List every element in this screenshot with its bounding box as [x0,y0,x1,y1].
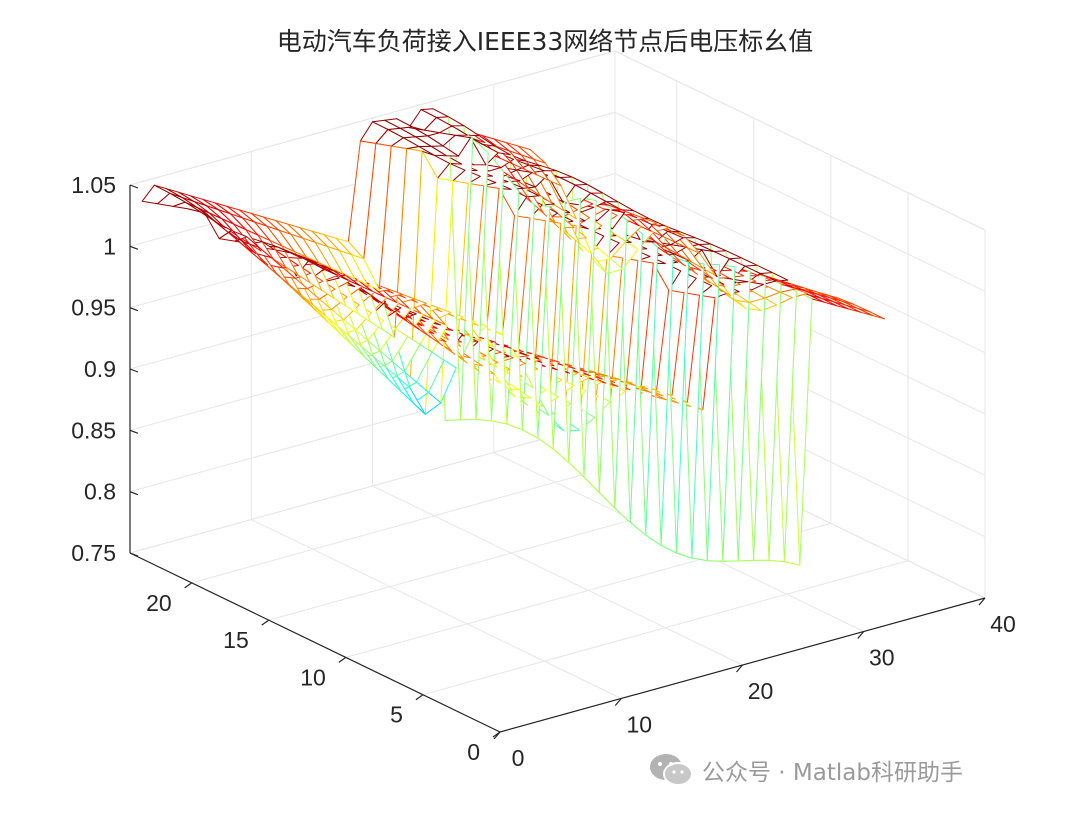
y-tick-label: 20 [146,590,172,616]
z-tick-label: 0.95 [71,295,116,321]
grid-line-z [129,111,986,292]
x-tick-label: 20 [748,678,774,704]
z-tick-mark [129,307,139,312]
x-tick-mark [614,698,622,706]
y-tick-mark [415,694,424,701]
x-tick-label: 10 [626,712,652,738]
z-tick-mark [129,552,139,557]
z-tick-label: 0.8 [84,479,116,505]
y-axis-line [129,552,501,733]
z-tick-mark [129,429,139,434]
y-tick-label: 0 [467,739,480,765]
y-tick-label: 10 [300,664,326,690]
x-tick-mark [857,631,865,639]
z-tick-mark [129,491,139,496]
z-tick-mark [129,184,139,189]
y-tick-mark [261,619,270,626]
z-tick-label: 1 [103,233,116,259]
y-tick-mark [184,582,193,589]
y-tick-mark [492,731,501,738]
wechat-icon [650,754,693,786]
chart-title: 电动汽车负荷接入IEEE33网络节点后电压标幺值 [277,27,814,56]
z-tick-mark [129,368,139,373]
y-tick-label: 15 [223,627,249,653]
z-tick-label: 0.75 [71,540,116,566]
x-tick-label: 0 [512,745,525,771]
voltage-mesh-surface [141,108,886,566]
x-tick-mark [978,597,986,606]
watermark: 公众号 · Matlab科研助手 [648,752,963,788]
z-tick-mark [129,245,139,250]
chart-axes: 0 10 20 30 40 0 5 10 15 20 0.75 0.8 0.85 0.9 0.95 1 1.05 [71,172,1016,771]
y-tick-mark [338,656,347,663]
x-tick-mark [736,664,743,673]
mesh-cell [141,184,171,205]
z-tick-label: 1.05 [71,172,116,198]
x-tick-label: 30 [869,645,895,671]
z-tick-label: 0.85 [71,417,116,443]
x-tick-label: 40 [990,611,1016,637]
y-tick-label: 5 [390,702,403,728]
z-tick-label: 0.9 [84,356,116,382]
grid-box-top [129,50,986,231]
watermark-text: 公众号 · Matlab科研助手 [702,760,963,786]
